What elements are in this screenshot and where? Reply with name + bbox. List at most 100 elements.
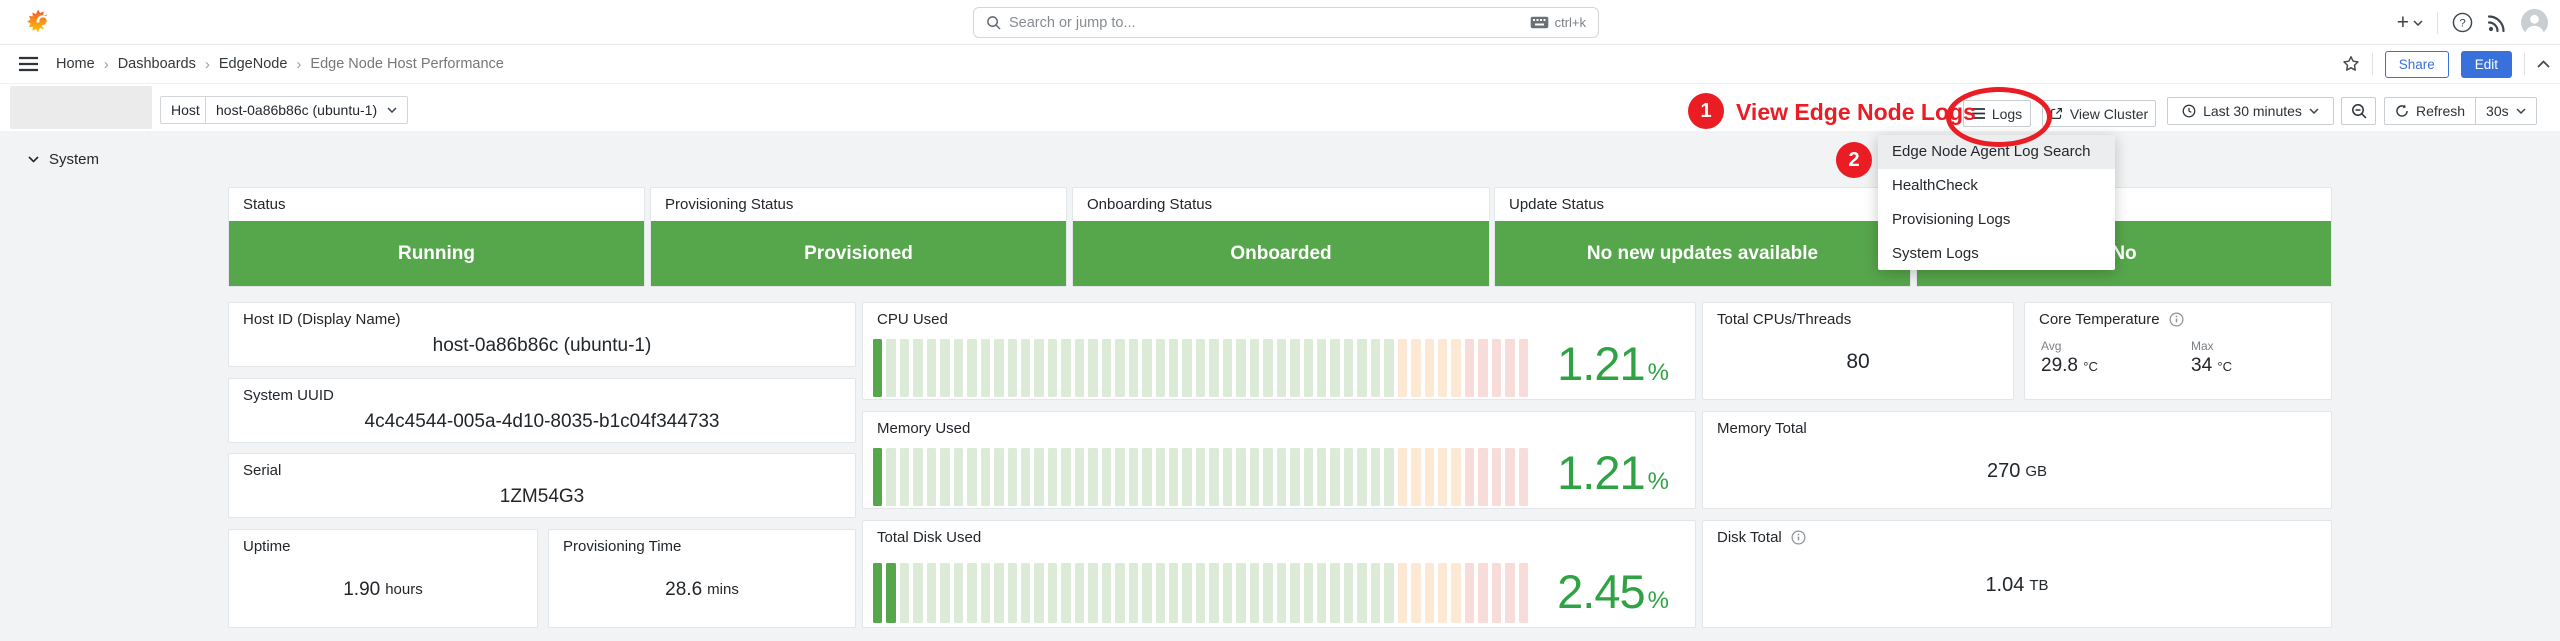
gauge-cell bbox=[1478, 339, 1488, 397]
star-icon[interactable] bbox=[2342, 55, 2360, 73]
logs-button[interactable]: Logs bbox=[1963, 100, 2031, 127]
gauge-cell bbox=[926, 339, 937, 397]
gauge-cell bbox=[994, 448, 1004, 506]
gauge-cell bbox=[1020, 448, 1031, 506]
cpu-used-panel: CPU Used 1.21% bbox=[862, 302, 1696, 400]
zoom-out-button[interactable] bbox=[2341, 97, 2376, 125]
provisioning-status-value: Provisioned bbox=[651, 221, 1066, 286]
gauge-cell bbox=[953, 339, 964, 397]
gauge-cell bbox=[1115, 448, 1125, 506]
system-uuid-panel: System UUID 4c4c4544-005a-4d10-8035-b1c0… bbox=[228, 378, 856, 443]
total-cpus-panel: Total CPUs/Threads 80 bbox=[1702, 302, 2014, 400]
gauge-cell bbox=[1101, 448, 1112, 506]
gauge-cell bbox=[1142, 339, 1152, 397]
logs-menu-item[interactable]: Provisioning Logs bbox=[1892, 210, 2011, 228]
gauge-cell bbox=[913, 339, 923, 397]
panel-title: Onboarding Status bbox=[1087, 195, 1213, 213]
gauge-cell bbox=[1155, 339, 1165, 397]
gauge-cell bbox=[1222, 448, 1233, 506]
gauge-cell bbox=[940, 563, 950, 623]
gauge-cell bbox=[1236, 448, 1246, 506]
provisioning-status-panel: Provisioning Status Provisioned bbox=[650, 187, 1067, 287]
search-placeholder: Search or jump to... bbox=[1009, 14, 1136, 31]
dashboard-actions: Share Edit bbox=[2342, 45, 2550, 83]
section-system-toggle[interactable]: System bbox=[28, 151, 99, 168]
gauge-cell bbox=[1209, 563, 1219, 623]
gauge-cell bbox=[1505, 448, 1515, 506]
gauge-cell bbox=[1505, 339, 1515, 397]
gauge-cell bbox=[1316, 448, 1327, 506]
info-icon[interactable] bbox=[1791, 530, 1806, 545]
disk-total-value: 1.04 TB bbox=[1985, 573, 2049, 596]
grafana-logo[interactable] bbox=[25, 8, 51, 34]
gauge-cell bbox=[994, 563, 1004, 623]
breadcrumb-item[interactable]: Home bbox=[56, 56, 95, 72]
breadcrumb-item[interactable]: Dashboards bbox=[117, 56, 196, 72]
update-status-panel: Update Status No new updates available bbox=[1494, 187, 1911, 287]
memory-used-panel: Memory Used 1.21% bbox=[862, 411, 1696, 509]
breadcrumb: Home › Dashboards › EdgeNode › Edge Node Host … bbox=[56, 45, 504, 83]
gauge-cell bbox=[1343, 563, 1354, 623]
total-disk-used-gauge bbox=[873, 563, 1529, 623]
news-rss-icon[interactable] bbox=[2487, 13, 2507, 33]
gauge-cell bbox=[1451, 339, 1461, 397]
gauge-cell bbox=[1357, 339, 1367, 397]
gauge-cell bbox=[1128, 339, 1139, 397]
gauge-cell bbox=[1411, 563, 1421, 623]
serial-value: 1ZM54G3 bbox=[499, 485, 585, 507]
menu-toggle-icon[interactable] bbox=[18, 56, 39, 72]
total-disk-used-value: 2.45% bbox=[1557, 565, 1669, 618]
divider bbox=[2524, 53, 2525, 75]
gauge-cell bbox=[913, 448, 923, 506]
host-variable-select[interactable]: host-0a86b86c (ubuntu-1) bbox=[205, 96, 409, 124]
view-cluster-button[interactable]: View Cluster bbox=[2042, 100, 2156, 127]
core-temperature-values: Avg 29.8 °C Max 34 °C bbox=[2041, 339, 2341, 377]
refresh-button[interactable]: Refresh bbox=[2385, 98, 2475, 124]
time-range-picker[interactable]: Last 30 minutes bbox=[2167, 97, 2334, 125]
gauge-cell bbox=[899, 339, 910, 397]
gauge-cell bbox=[1491, 563, 1502, 623]
gauge-cell bbox=[1303, 339, 1313, 397]
info-icon[interactable] bbox=[2169, 312, 2184, 327]
gauge-cell bbox=[873, 339, 883, 397]
logs-menu-item[interactable]: System Logs bbox=[1892, 244, 1979, 262]
gauge-cell bbox=[980, 339, 991, 397]
gauge-cell bbox=[1276, 339, 1287, 397]
top-nav-actions: + ? bbox=[2397, 0, 2548, 45]
gauge-cell bbox=[1316, 339, 1327, 397]
breadcrumb-bar: Home › Dashboards › EdgeNode › Edge Node Host … bbox=[0, 45, 2560, 84]
gauge-cell bbox=[1303, 448, 1313, 506]
edit-button[interactable]: Edit bbox=[2460, 50, 2512, 78]
avatar[interactable] bbox=[2521, 9, 2548, 36]
divider bbox=[2437, 11, 2438, 34]
search-input[interactable]: Search or jump to... ctrl+k bbox=[973, 7, 1599, 38]
logs-menu-item[interactable]: Edge Node Agent Log Search bbox=[1878, 135, 2115, 169]
add-new-button[interactable]: + bbox=[2397, 12, 2423, 33]
panel-title: Total CPUs/Threads bbox=[1717, 310, 1852, 328]
status-value: Running bbox=[229, 221, 644, 286]
max-label: Max bbox=[2191, 339, 2214, 353]
gauge-cell bbox=[1303, 563, 1313, 623]
breadcrumb-item[interactable]: Edge Node Host Performance bbox=[310, 56, 504, 72]
update-status-value: No new updates available bbox=[1495, 221, 1910, 286]
help-icon[interactable]: ? bbox=[2452, 12, 2473, 33]
gauge-cell bbox=[1249, 448, 1260, 506]
gauge-cell bbox=[1438, 563, 1448, 623]
gauge-cell bbox=[1061, 563, 1071, 623]
panel-title: Provisioning Time bbox=[563, 537, 682, 555]
gauge-cell bbox=[1424, 448, 1435, 506]
collapse-header-icon[interactable] bbox=[2537, 60, 2550, 68]
system-uuid-value: 4c4c4544-005a-4d10-8035-b1c04f344733 bbox=[364, 410, 720, 432]
gauge-cell bbox=[1142, 448, 1152, 506]
gauge-cell bbox=[1518, 339, 1529, 397]
logs-menu-item[interactable]: HealthCheck bbox=[1892, 177, 1978, 195]
chevron-down-icon bbox=[2516, 108, 2526, 114]
gauge-cell bbox=[1424, 563, 1435, 623]
refresh-interval-select[interactable]: 30s bbox=[2475, 98, 2536, 124]
dashboard-toolbar: Host host-0a86b86c (ubuntu-1) Logs View … bbox=[0, 84, 2560, 131]
clock-icon bbox=[2182, 104, 2196, 118]
gauge-cell bbox=[953, 448, 964, 506]
breadcrumb-item[interactable]: EdgeNode bbox=[218, 56, 288, 72]
share-button[interactable]: Share bbox=[2384, 50, 2449, 78]
search-shortcut: ctrl+k bbox=[1530, 15, 1586, 30]
